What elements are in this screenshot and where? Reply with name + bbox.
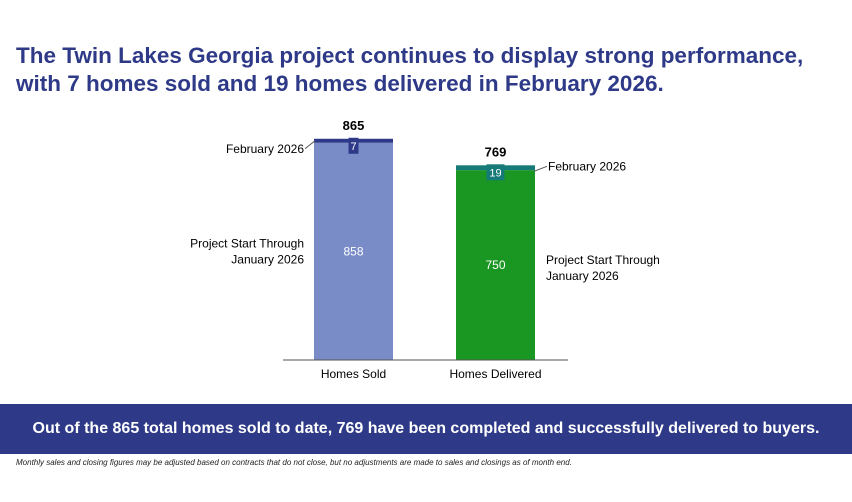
segment-label-sold-base-line1: Project Start Through	[190, 236, 304, 250]
summary-banner: Out of the 865 total homes sold to date,…	[0, 404, 852, 454]
category-label-homes-sold: Homes Sold	[321, 367, 386, 381]
total-label-homes-delivered: 769	[485, 144, 507, 159]
footnote: Monthly sales and closing figures may be…	[16, 458, 572, 467]
segment-label-delivered-base-line2: January 2026	[546, 269, 619, 283]
headline: The Twin Lakes Georgia project continues…	[16, 42, 836, 98]
data-label-box-homes-sold-month	[348, 137, 359, 154]
headline-line-1: The Twin Lakes Georgia project continues…	[16, 43, 804, 68]
bar-homes-delivered-base	[456, 170, 535, 360]
data-label-homes-sold-month: 7	[350, 141, 356, 153]
data-label-box-homes-delivered-month	[486, 164, 505, 181]
category-label-homes-delivered: Homes Delivered	[449, 367, 541, 381]
leader-line-sold-month	[304, 140, 316, 150]
segment-label-sold-month: February 2026	[226, 142, 304, 156]
segment-label-delivered-month: February 2026	[548, 159, 626, 173]
segment-label-sold-base-line2: January 2026	[231, 252, 304, 266]
data-label-homes-delivered-base: 750	[485, 258, 505, 272]
bar-homes-sold-base	[314, 142, 393, 360]
headline-line-2: with 7 homes sold and 19 homes delivered…	[16, 71, 664, 96]
summary-banner-text: Out of the 865 total homes sold to date,…	[32, 420, 820, 437]
stacked-bar-chart: 858 7 865 Homes Sold February 2026 Project St…	[190, 118, 660, 381]
leader-line-delivered-month	[533, 165, 548, 172]
data-label-homes-sold-base: 858	[343, 244, 363, 258]
total-label-homes-sold: 865	[343, 118, 365, 133]
data-label-homes-delivered-month: 19	[489, 167, 501, 179]
segment-label-delivered-base-line1: Project Start Through	[546, 253, 660, 267]
